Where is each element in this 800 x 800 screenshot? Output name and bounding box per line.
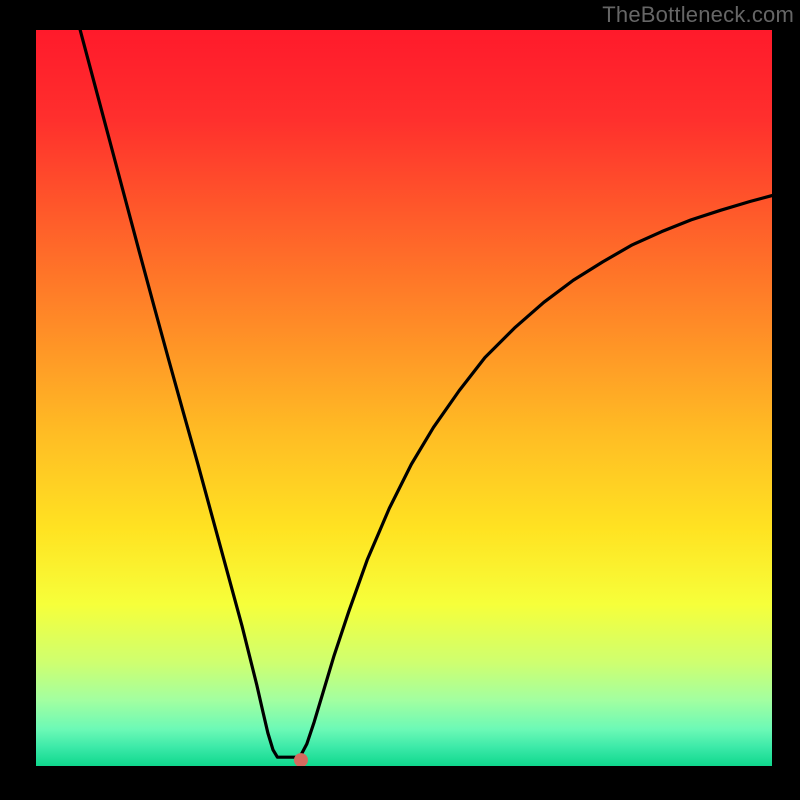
figure-frame: TheBottleneck.com (0, 0, 800, 800)
chart-background (36, 30, 772, 766)
gradient-line-chart (36, 30, 772, 766)
watermark-text: TheBottleneck.com (602, 2, 794, 28)
